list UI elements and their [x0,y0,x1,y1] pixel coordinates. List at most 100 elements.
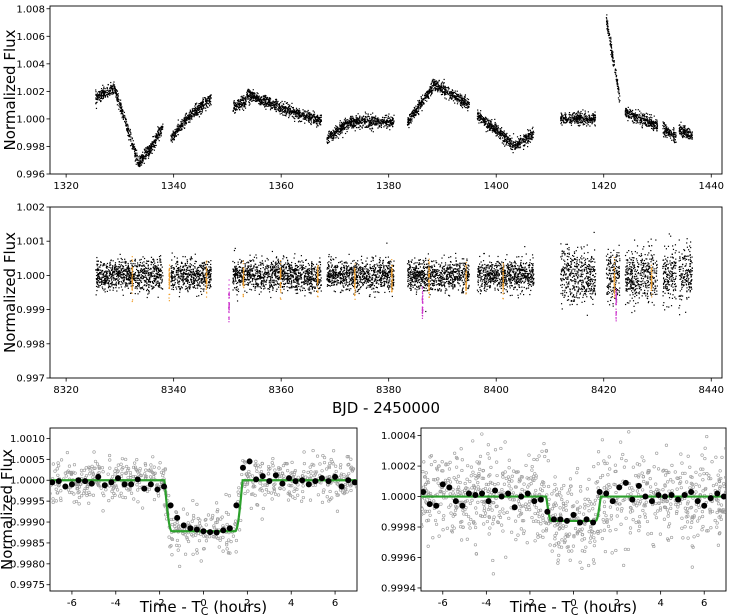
flux-point [459,104,462,107]
flux-point [381,116,384,118]
flux-point [309,118,312,120]
flux-point [522,140,525,142]
flux-point [389,120,391,122]
flux-point [484,118,486,120]
flux-point [103,92,105,95]
flux-point [357,127,359,129]
flux-point [588,119,590,121]
flux-point [519,146,522,148]
flux-point [259,102,261,104]
flux-point [435,82,437,85]
flux-point [105,91,107,93]
flux-point [127,131,129,133]
flux-point [496,128,498,130]
flux-point [629,116,631,118]
flux-point [436,87,438,90]
flux-point [436,81,438,84]
flux-point [304,116,306,119]
flux-point [152,148,154,151]
flux-point [431,85,433,87]
flux-point [201,111,204,113]
flux-point [419,103,421,105]
flux-point [358,126,360,128]
flux-point [499,130,501,132]
flux-point [151,144,153,146]
flux-point [305,114,307,117]
flux-point [246,89,249,91]
flux-point [243,106,245,108]
flux-point [248,89,250,91]
flux-point [372,112,374,114]
flux-point [142,160,144,162]
flux-point [298,112,300,115]
flux-point [503,131,505,133]
flux-point [493,125,495,127]
flux-point [318,118,321,120]
flux-point [685,130,688,132]
flux-point [520,138,522,140]
flux-point [154,144,156,147]
flux-point [341,129,343,131]
flux-point [511,140,513,142]
flux-point [579,118,581,121]
flux-point [263,101,265,104]
flux-point [640,117,642,120]
flux-point [265,100,267,103]
flux-point [625,114,627,117]
flux-point [582,120,584,122]
flux-point [645,119,647,121]
flux-point [613,60,615,62]
flux-point [298,116,300,118]
flux-point [679,126,681,129]
flux-point [673,134,676,136]
flux-point [200,106,203,108]
flux-point [111,88,114,91]
flux-point [383,117,386,119]
flux-point [501,142,503,144]
flux-point [589,117,591,119]
flux-point [688,130,690,133]
flux-point [135,163,137,165]
flux-point [691,131,693,133]
flux-point [691,132,693,134]
flux-point [361,119,363,122]
flux-point [120,113,122,115]
flux-point [680,121,682,123]
flux-point [531,131,534,134]
flux-point [234,112,236,114]
flux-point [370,124,372,126]
flux-point [420,103,423,106]
flux-point [495,124,497,127]
flux-point [173,136,176,138]
flux-point [417,104,419,106]
flux-point [650,125,653,127]
flux-point [103,90,105,92]
flux-point [328,130,330,133]
flux-point [307,117,310,120]
flux-point [687,133,689,135]
flux-point [522,141,524,143]
flux-point [142,157,144,159]
flux-point [131,145,134,147]
flux-point [484,122,486,125]
flux-point [253,91,255,94]
flux-point [267,101,269,103]
flux-point [418,103,420,105]
flux-point [240,96,242,98]
flux-point [650,114,652,116]
flux-point [445,92,447,94]
flux-point [589,116,591,118]
flux-point [388,125,390,127]
flux-point [385,120,387,122]
flux-point [112,92,114,94]
flux-point [668,134,670,136]
flux-point [637,119,639,121]
flux-point [387,117,389,119]
flux-point [121,106,123,108]
flux-point [310,117,312,119]
flux-point [449,97,451,100]
flux-point [497,130,499,132]
flux-point [433,81,436,84]
flux-point [237,101,239,103]
flux-point [594,114,596,117]
